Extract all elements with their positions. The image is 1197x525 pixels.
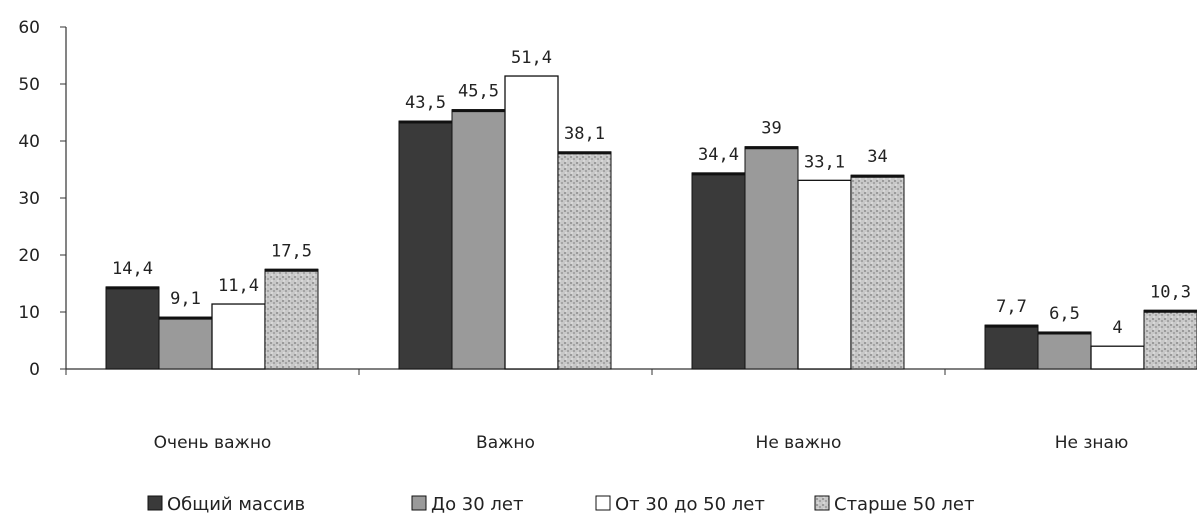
legend-label: От 30 до 50 лет xyxy=(615,494,765,515)
bar xyxy=(211,303,266,370)
data-label: 10,3 xyxy=(1150,282,1191,302)
legend-item: До 30 лет xyxy=(411,494,524,515)
legend-label: До 30 лет xyxy=(431,494,524,515)
legend-swatch xyxy=(411,495,427,511)
legend: Общий массив До 30 лет От 30 до 50 лет Стар… xyxy=(147,494,974,515)
data-label: 33,1 xyxy=(804,152,845,172)
bar xyxy=(691,172,746,370)
data-label: 4 xyxy=(1112,318,1122,338)
bar xyxy=(264,268,319,370)
bar xyxy=(105,286,160,370)
y-tick-label: 50 xyxy=(18,75,40,95)
legend-swatch xyxy=(595,495,611,511)
bar xyxy=(984,324,1039,370)
data-label: 43,5 xyxy=(405,93,446,113)
y-tick-label: 10 xyxy=(18,303,40,323)
data-label: 11,4 xyxy=(218,276,259,296)
data-label: 51,4 xyxy=(511,48,552,68)
bar xyxy=(504,75,559,370)
legend-swatch xyxy=(814,495,830,511)
category-label: Очень важно xyxy=(154,433,272,453)
bar xyxy=(1090,345,1145,370)
bar xyxy=(1037,331,1092,370)
bar xyxy=(797,179,852,370)
legend-swatch xyxy=(147,495,163,511)
data-label: 39 xyxy=(761,119,781,139)
data-label: 38,1 xyxy=(564,124,605,144)
y-tick-label: 0 xyxy=(29,360,40,380)
data-label: 34,4 xyxy=(698,145,739,165)
data-label: 45,5 xyxy=(458,82,499,102)
bar xyxy=(557,151,612,370)
y-tick-label: 20 xyxy=(18,246,40,266)
bar xyxy=(850,174,905,370)
data-label: 34 xyxy=(867,147,887,167)
y-tick-label: 40 xyxy=(18,132,40,152)
bar xyxy=(158,316,213,370)
data-label: 7,7 xyxy=(996,297,1027,317)
bars: 14,4 9,1 11,4 17,5 43,5 45,5 51,4 38,1 34,4 39 33,… xyxy=(105,48,1197,370)
y-tick-label: 60 xyxy=(18,18,40,38)
bar xyxy=(398,120,453,370)
bar xyxy=(744,146,799,370)
bar xyxy=(1143,309,1197,370)
category-label: Не важно xyxy=(756,433,842,453)
category-label: Важно xyxy=(476,433,535,453)
legend-item: Общий массив xyxy=(147,494,305,515)
legend-item: От 30 до 50 лет xyxy=(595,494,765,515)
data-label: 6,5 xyxy=(1049,304,1080,324)
legend-label: Общий массив xyxy=(167,494,305,515)
bar xyxy=(451,109,506,370)
legend-label: Старше 50 лет xyxy=(834,494,974,515)
data-label: 9,1 xyxy=(170,289,201,309)
data-label: 14,4 xyxy=(112,259,153,279)
axes: 0 10 20 30 40 50 60 Очень важно Важно Не важно Не … xyxy=(18,18,1197,453)
category-label: Не знаю xyxy=(1055,433,1129,453)
legend-item: Старше 50 лет xyxy=(814,494,974,515)
data-label: 17,5 xyxy=(271,241,312,261)
y-tick-label: 30 xyxy=(18,189,40,209)
